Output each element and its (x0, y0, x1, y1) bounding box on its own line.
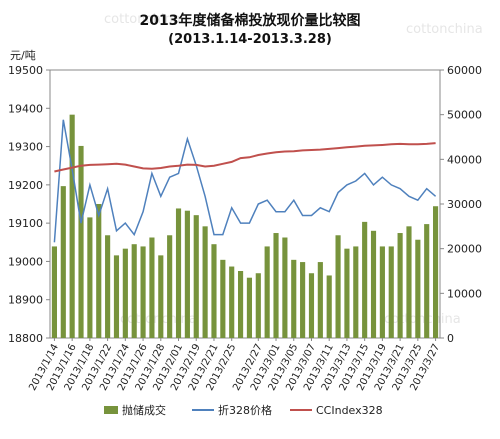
bar (175, 208, 182, 338)
bar (220, 259, 226, 338)
bar (122, 248, 128, 338)
bar (406, 226, 412, 338)
y2-axis-tick-label: 0 (447, 332, 454, 345)
y-axis-unit: 元/吨 (10, 49, 36, 62)
bar (105, 235, 111, 338)
bar (273, 233, 279, 338)
bar (432, 206, 439, 338)
bar (193, 215, 199, 338)
bar (317, 262, 323, 338)
bar (158, 255, 164, 338)
bar (388, 246, 394, 338)
y2-axis-tick-label: 60000 (447, 64, 482, 77)
y-axis-tick-label: 19300 (8, 141, 43, 154)
line-series-ccindex (54, 142, 436, 173)
bar (51, 246, 58, 338)
watermark: cottonchina (104, 12, 181, 27)
y-axis-tick-label: 19000 (8, 255, 43, 268)
watermark: cottonchina (406, 22, 483, 37)
bar (96, 204, 102, 338)
bar (237, 271, 244, 338)
y-axis-tick-label: 19200 (8, 179, 43, 192)
legend-swatch-bar (104, 406, 118, 414)
chart-subtitle: (2013.1.14-2013.3.28) (168, 32, 332, 47)
y-axis-tick-label: 19100 (8, 217, 43, 230)
bar (326, 275, 332, 338)
bar (353, 246, 359, 338)
bar (264, 246, 270, 338)
y-axis-tick-label: 19500 (8, 64, 43, 77)
bar (211, 244, 217, 338)
bar (300, 262, 306, 338)
chart-title: 2013年度储备棉投放现价量比较图 (139, 13, 361, 29)
y2-axis-tick-label: 30000 (447, 198, 482, 211)
y-axis-tick-label: 19400 (8, 102, 43, 115)
bar (60, 186, 66, 338)
bar (370, 230, 377, 338)
bar (335, 235, 341, 338)
bar (344, 248, 350, 338)
bar (78, 145, 84, 338)
y2-axis-tick-label: 20000 (447, 243, 482, 256)
bar (184, 210, 190, 338)
bar (87, 217, 93, 338)
bar (397, 233, 403, 338)
bar (308, 273, 315, 338)
legend-label: CCIndex328 (316, 404, 383, 417)
bar (415, 239, 421, 338)
y-axis-tick-label: 18800 (8, 332, 43, 345)
bar (113, 255, 120, 338)
y-axis-tick-label: 18900 (8, 294, 43, 307)
bar (255, 273, 261, 338)
watermark: cottonchina (384, 312, 461, 327)
bar (149, 237, 155, 338)
line-series-price (53, 119, 437, 243)
bar (282, 237, 288, 338)
bar (291, 259, 297, 338)
legend-label: 折328价格 (218, 403, 272, 417)
bar (229, 266, 235, 338)
bar (246, 277, 253, 338)
bar (424, 224, 430, 338)
bar (69, 114, 75, 339)
bar (131, 244, 137, 338)
bar (167, 235, 173, 338)
y2-axis-tick-label: 10000 (447, 287, 482, 300)
legend-label: 抛储成交 (122, 403, 166, 417)
bar (202, 226, 208, 338)
bar (140, 246, 146, 338)
bar (379, 246, 385, 338)
y2-axis-tick-label: 40000 (447, 153, 482, 166)
bar (362, 221, 368, 338)
y2-axis-tick-label: 50000 (447, 109, 482, 122)
